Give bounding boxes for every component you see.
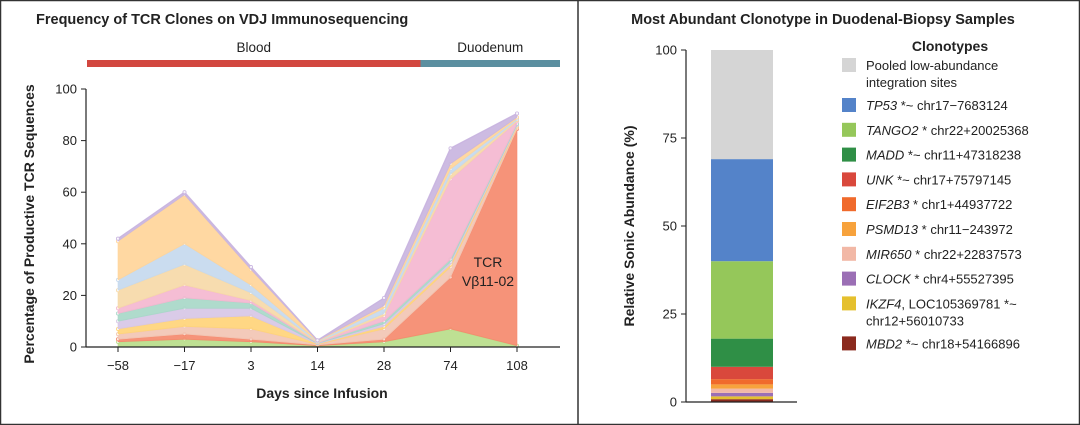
bar-segment-7	[711, 338, 773, 367]
legend-swatch-7	[842, 246, 856, 261]
left-y-tick-label: 0	[70, 340, 77, 355]
legend-swatch-5	[842, 197, 856, 212]
annotation-vbeta: Vβ11-02	[462, 273, 514, 289]
legend-item-0-line2: integration sites	[866, 75, 958, 90]
legend-item-9-line2: chr12+56010733	[866, 313, 964, 328]
right-chart-title: Most Abundant Clonotype in Duodenal-Biop…	[631, 12, 1015, 28]
right-y-tick-label: 75	[663, 131, 677, 146]
left-x-tick-label: 28	[377, 358, 391, 373]
bar-segment-10	[711, 50, 773, 160]
legend-item-5: EIF2B3 * chr1+44937722	[866, 197, 1012, 212]
right-y-tick-label: 0	[670, 395, 677, 410]
left-x-tick-label: −17	[173, 358, 195, 373]
area-point	[182, 190, 187, 195]
left-x-tick-label: −58	[107, 358, 129, 373]
area-point	[248, 265, 253, 270]
bar-segment-3	[711, 388, 773, 393]
bar-segment-1	[711, 396, 773, 400]
legend-swatch-3	[842, 147, 856, 162]
left-x-axis-label: Days since Infusion	[256, 385, 387, 401]
compartment-bar-blood	[87, 60, 421, 67]
bar-segment-2	[711, 392, 773, 397]
legend-swatch-9	[842, 296, 856, 311]
area-point	[315, 338, 320, 343]
right-y-tick-label: 25	[663, 307, 677, 322]
left-x-tick-label: 74	[443, 358, 457, 373]
left-y-axis-label: Percentage of Productive TCR Sequences	[21, 84, 37, 364]
bar-segment-6	[711, 366, 773, 380]
legend-item-4: UNK *~ chr17+75797145	[866, 172, 1011, 187]
legend-item-2: TANGO2 * chr22+20025368	[866, 123, 1029, 138]
bar-segment-0	[711, 399, 773, 402]
area-chart-plot: Blood Duodenum TCR Vβ11-02 0 20 40 60 80 100 −58 −1…	[55, 40, 560, 373]
legend-item-0: Pooled low-abundance	[866, 58, 998, 73]
left-y-tick-label: 60	[63, 185, 77, 200]
left-x-tick-label: 3	[247, 358, 254, 373]
legend-item-10: MBD2 *~ chr18+54166896	[866, 336, 1020, 351]
legend-item-8: CLOCK * chr4+55527395	[866, 272, 1014, 287]
bar-segment-8	[711, 261, 773, 339]
legend-item-6: PSMD13 * chr11−243972	[866, 222, 1013, 237]
legend-swatch-0	[842, 58, 856, 72]
area-point	[381, 295, 386, 300]
bar-segment-9	[711, 159, 773, 262]
clonotype-panel: Most Abundant Clonotype in Duodenal-Biop…	[621, 12, 1029, 410]
legend-item-3: MADD *~ chr11+47318238	[866, 148, 1021, 163]
legend-swatch-4	[842, 172, 856, 187]
bar-segment-4	[711, 384, 773, 389]
legend-item-9: IKZF4, LOC105369781 *~	[866, 296, 1017, 311]
area-point	[515, 111, 520, 116]
left-y-tick-label: 80	[63, 133, 77, 148]
legend-item-1: TP53 *~ chr17−7683124	[866, 98, 1008, 113]
left-chart-title: Frequency of TCR Clones on VDJ Immunoseq…	[36, 12, 408, 28]
right-y-tick-label: 100	[655, 43, 677, 58]
left-x-tick-label: 14	[310, 358, 324, 373]
legend-title: Clonotypes	[912, 38, 988, 54]
right-y-tick-label: 50	[663, 219, 677, 234]
left-y-tick-label: 100	[55, 82, 77, 97]
area-point	[448, 146, 453, 151]
area-point	[116, 236, 121, 241]
legend-swatch-1	[842, 98, 856, 112]
left-x-tick-label: 108	[506, 358, 528, 373]
clonotype-legend: Pooled low-abundance integration sites TP5…	[842, 58, 1029, 351]
right-y-axis-label: Relative Sonic Abundance (%)	[621, 126, 637, 327]
legend-swatch-2	[842, 122, 856, 137]
tcr-frequency-panel: Frequency of TCR Clones on VDJ Immunoseq…	[21, 12, 560, 401]
left-y-tick-label: 20	[63, 288, 77, 303]
legend-swatch-8	[842, 271, 856, 286]
left-y-tick-label: 40	[63, 236, 77, 251]
legend-swatch-10	[842, 336, 856, 351]
compartment-bar-duodenum	[420, 60, 560, 67]
annotation-tcr: TCR	[474, 254, 503, 270]
bar-segment-5	[711, 379, 773, 385]
compartment-label-blood: Blood	[236, 40, 271, 55]
legend-item-7: MIR650 * chr22+22837573	[866, 247, 1022, 262]
compartment-label-duodenum: Duodenum	[457, 40, 523, 55]
stacked-bar-plot: 0 25 50 75 100	[655, 43, 797, 410]
legend-swatch-6	[842, 222, 856, 236]
